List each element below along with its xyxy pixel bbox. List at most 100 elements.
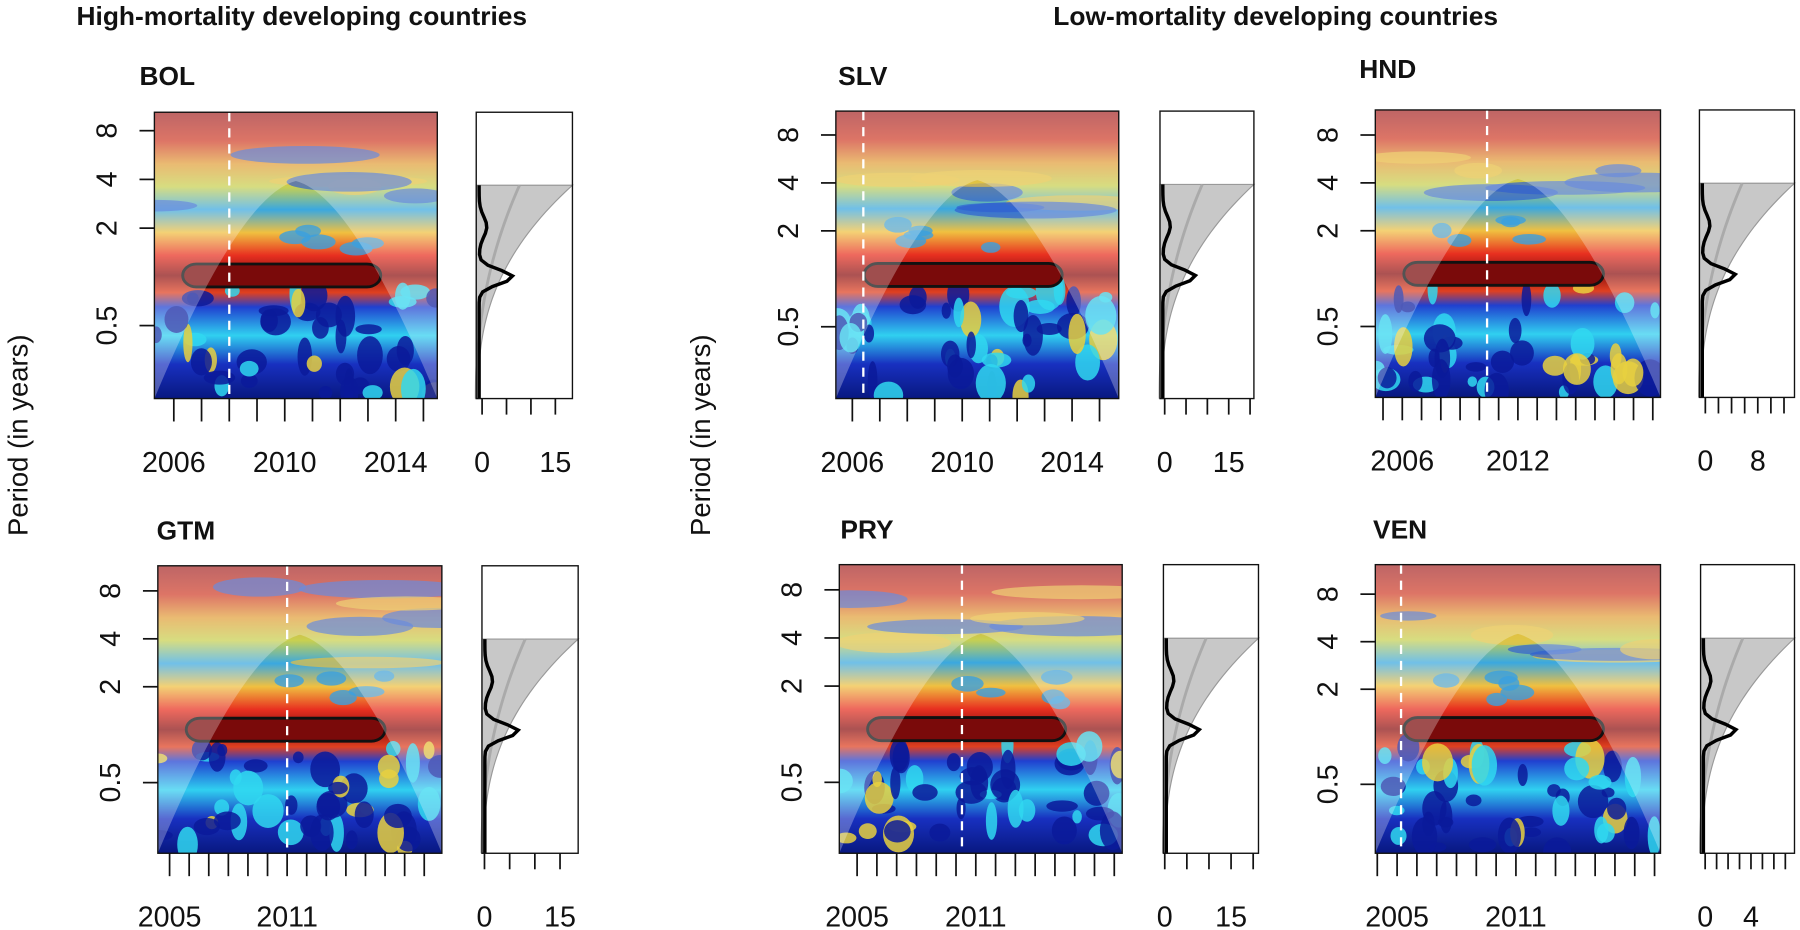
y-tick-label: 0.5 xyxy=(1313,307,1345,347)
stripe xyxy=(991,585,1123,600)
blob xyxy=(306,355,322,372)
blob xyxy=(1056,742,1086,766)
stripe xyxy=(230,145,380,164)
blob xyxy=(1512,234,1546,245)
wavelet-spectrum xyxy=(839,564,1123,854)
significance-area xyxy=(1162,637,1260,854)
blob xyxy=(959,767,988,786)
blob xyxy=(318,385,333,399)
blob xyxy=(1542,355,1568,376)
blob xyxy=(985,802,998,840)
blob xyxy=(1408,370,1423,392)
plot-frame xyxy=(157,565,443,854)
blob xyxy=(941,302,951,319)
blob xyxy=(1510,340,1534,366)
power-x-tick-label: 0 xyxy=(1157,902,1173,930)
blob xyxy=(154,326,162,344)
blob xyxy=(1025,299,1055,314)
blob xyxy=(1378,314,1393,354)
blob xyxy=(873,381,904,399)
blob xyxy=(1508,317,1522,344)
blob xyxy=(164,305,189,333)
power-x-tick-label: 0 xyxy=(1157,447,1173,479)
stripe xyxy=(1485,180,1646,195)
blob xyxy=(260,309,278,333)
panel-title: SLV xyxy=(838,61,888,91)
blob xyxy=(1588,774,1612,790)
blob xyxy=(1046,800,1078,812)
blob xyxy=(1501,216,1521,228)
x-tick-label: 2014 xyxy=(364,447,428,479)
blob xyxy=(976,687,1006,698)
blob xyxy=(1439,800,1453,834)
blob xyxy=(1022,333,1032,347)
y-tick-label: 4 xyxy=(1313,634,1345,650)
blob xyxy=(1007,789,1024,828)
blob xyxy=(426,288,438,308)
power-x-tick-label: 0 xyxy=(1697,902,1713,930)
power-frame xyxy=(1699,563,1796,854)
blob xyxy=(1521,282,1532,317)
stripe xyxy=(154,199,198,212)
blob xyxy=(929,823,951,842)
blob xyxy=(1390,827,1407,845)
blob xyxy=(1594,816,1609,844)
plot-frame xyxy=(153,111,438,400)
y-tick-label: 2 xyxy=(1313,223,1345,239)
y-tick-label: 4 xyxy=(92,171,124,187)
blob xyxy=(1099,811,1123,851)
blob xyxy=(400,284,431,300)
y-tick-label: 4 xyxy=(95,631,127,647)
significance-area xyxy=(1159,183,1256,400)
y-tick-label: 8 xyxy=(1313,586,1345,602)
blob xyxy=(884,216,912,233)
blob xyxy=(396,336,414,366)
plot-frame xyxy=(835,110,1120,400)
blob xyxy=(243,759,268,773)
group-title: Low-mortality developing countries xyxy=(1053,1,1498,31)
power-frame xyxy=(475,111,574,400)
blob xyxy=(981,241,1001,253)
blob xyxy=(1490,350,1515,373)
blob xyxy=(1564,756,1590,781)
blob xyxy=(1000,749,1016,789)
blob xyxy=(335,362,355,386)
y-tick-label: 4 xyxy=(773,175,805,191)
blob xyxy=(1521,827,1542,838)
panel-title: VEN xyxy=(1373,514,1427,544)
blob xyxy=(1517,763,1528,787)
blob xyxy=(1075,344,1101,381)
y-tick-label: 2 xyxy=(95,679,127,695)
blob xyxy=(183,323,193,363)
global-power xyxy=(1164,638,1203,854)
cone-of-influence xyxy=(839,564,1123,854)
blob xyxy=(960,301,982,338)
x-tick-label: 2006 xyxy=(820,447,884,479)
x-tick-label: 2005 xyxy=(825,902,889,930)
y-tick-label: 0.5 xyxy=(777,762,809,802)
significance-area xyxy=(1700,637,1796,854)
blob xyxy=(428,755,442,778)
blob xyxy=(951,675,984,692)
significance-area xyxy=(1698,182,1796,398)
stripe xyxy=(1595,164,1642,178)
stripe xyxy=(1454,162,1503,179)
y-tick-label: 0.5 xyxy=(773,307,805,347)
blob xyxy=(315,302,342,328)
stripe xyxy=(839,590,908,608)
blob xyxy=(839,322,862,353)
global-power xyxy=(477,185,516,399)
contour xyxy=(184,716,387,743)
blob xyxy=(208,742,226,772)
stripe xyxy=(1620,639,1661,660)
x-tick-label: 2011 xyxy=(256,902,318,930)
wavelet-spectrum xyxy=(157,565,442,854)
blob xyxy=(1013,299,1029,333)
blob xyxy=(946,753,961,772)
y-tick-label: 0.5 xyxy=(1313,764,1345,804)
blob xyxy=(903,230,934,241)
blob xyxy=(377,754,400,779)
stripe xyxy=(1375,151,1471,164)
blob xyxy=(405,743,420,783)
blob xyxy=(890,766,901,800)
